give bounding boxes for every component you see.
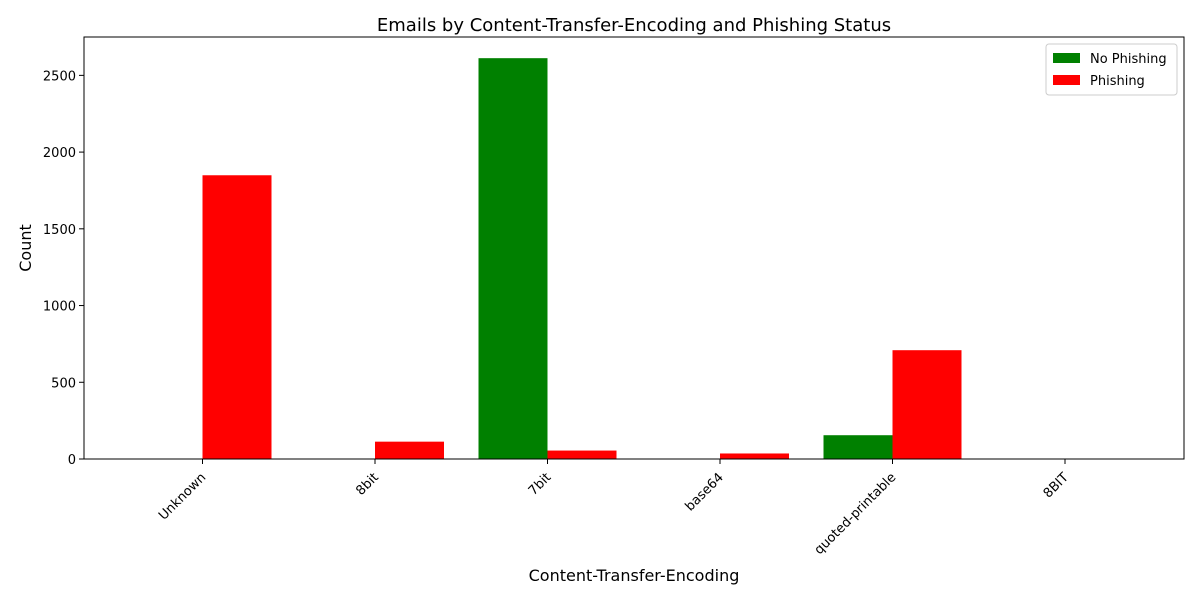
x-tick-label-unknown: Unknown <box>156 470 209 523</box>
chart-title: Emails by Content-Transfer-Encoding and … <box>377 15 891 36</box>
y-axis-label: Count <box>16 224 35 272</box>
bars <box>133 58 1134 459</box>
bar-phishing-0 <box>202 175 272 459</box>
legend-swatch-0 <box>1053 53 1080 63</box>
y-tick-label: 2000 <box>43 146 76 161</box>
x-tick-label-8bit: 8BIT <box>1041 470 1072 501</box>
legend-swatch-1 <box>1053 75 1080 85</box>
y-tick-label: 500 <box>51 376 76 391</box>
legend-label-0: No Phishing <box>1090 52 1167 67</box>
bar-no-phishing-4 <box>823 435 893 459</box>
y-tick-label: 1500 <box>43 223 76 238</box>
y-tick-label: 2500 <box>43 69 76 84</box>
legend: No Phishing Phishing <box>1045 43 1178 96</box>
bar-phishing-2 <box>547 450 617 459</box>
x-tick-label-7bit: 7bit <box>526 470 554 498</box>
bar-phishing-4 <box>892 350 962 459</box>
plot-frame <box>83 36 1185 460</box>
bar-phishing-3 <box>720 453 789 459</box>
bar-phishing-1 <box>375 441 444 459</box>
legend-label-1: Phishing <box>1090 74 1145 89</box>
y-tick-label: 0 <box>68 453 76 468</box>
x-axis-label: Content-Transfer-Encoding <box>529 566 740 585</box>
x-tick-label-8bit: 8bit <box>353 470 381 498</box>
plot-area <box>83 36 1185 460</box>
y-axis: 0 500 1000 1500 2000 2500 <box>43 69 84 468</box>
x-axis: Unknown 8bit 7bit base64 quoted-printable 8BI… <box>156 459 1072 558</box>
x-tick-label-quoted-printable: quoted-printable <box>812 470 900 558</box>
x-tick-label-base64: base64 <box>683 470 727 514</box>
bar-no-phishing-2 <box>478 58 548 459</box>
y-tick-label: 1000 <box>43 300 76 315</box>
